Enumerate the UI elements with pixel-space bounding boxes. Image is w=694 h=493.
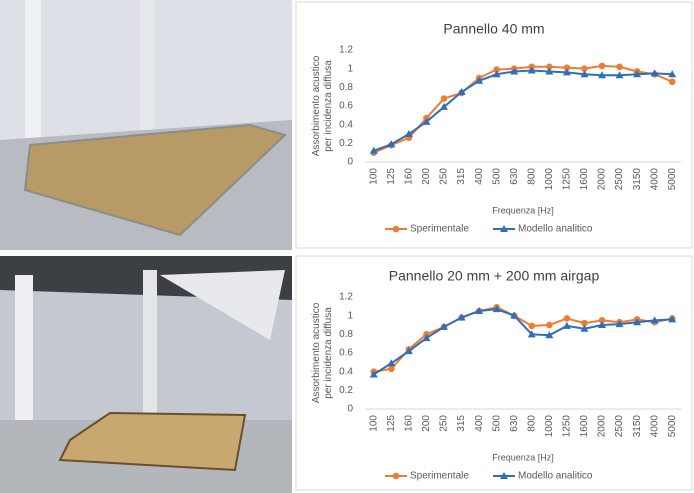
x-tick-label: 1250 <box>562 415 573 438</box>
x-tick-label: 100 <box>368 415 379 432</box>
x-tick-label: 400 <box>474 168 485 185</box>
y-tick-label: 0.4 <box>339 366 353 377</box>
y-tick-label: 0.6 <box>339 348 353 359</box>
y-tick-label: 1 <box>347 310 353 321</box>
x-tick-label: 250 <box>439 415 450 432</box>
x-tick-label: 500 <box>491 415 502 432</box>
y-tick-label: 0.4 <box>339 119 353 130</box>
y-tick-label: 0.2 <box>339 138 353 149</box>
x-tick-label: 2500 <box>614 168 625 191</box>
y-tick-label: 0.2 <box>339 385 353 396</box>
data-point <box>669 78 676 85</box>
x-tick-label: 630 <box>509 415 520 432</box>
x-tick-label: 1600 <box>579 415 590 438</box>
x-tick-label: 315 <box>456 415 467 432</box>
x-axis-label: Frequenza [Hz] <box>492 205 554 215</box>
y-axis-label: Assorbimento acusticoper incidenza diffu… <box>311 302 334 403</box>
x-tick-label: 3150 <box>632 168 643 191</box>
x-tick-label: 4000 <box>649 415 660 438</box>
photo-bottom <box>0 256 292 493</box>
y-tick-label: 1.2 <box>339 292 353 303</box>
x-tick-label: 4000 <box>649 168 660 191</box>
data-point <box>441 95 448 102</box>
figure: Pannello 40 mm Assorbimento acusticoper i… <box>0 0 694 493</box>
legend-marker <box>393 473 400 480</box>
y-tick-label: 1 <box>347 63 353 74</box>
y-tick-label: 1.2 <box>339 45 353 56</box>
x-tick-label: 800 <box>526 415 537 432</box>
x-tick-label: 630 <box>509 168 520 185</box>
x-tick-label: 800 <box>526 168 537 185</box>
x-tick-label: 100 <box>368 168 379 185</box>
x-tick-label: 160 <box>404 415 415 432</box>
x-tick-label: 160 <box>404 168 415 185</box>
x-tick-label: 5000 <box>667 415 678 438</box>
x-axis-label: Frequenza [Hz] <box>492 452 554 462</box>
x-tick-label: 5000 <box>667 168 678 191</box>
x-tick-label: 400 <box>474 415 485 432</box>
x-tick-label: 500 <box>491 168 502 185</box>
legend-label: Sperimentale <box>410 224 469 235</box>
x-tick-label: 1000 <box>544 168 555 191</box>
x-tick-label: 1600 <box>579 168 590 191</box>
chart-title: Pannello 20 mm + 200 mm airgap <box>389 268 600 284</box>
y-tick-label: 0.6 <box>339 101 353 112</box>
x-tick-label: 315 <box>456 168 467 185</box>
x-tick-label: 125 <box>386 415 397 432</box>
chart-title: Pannello 40 mm <box>443 21 544 37</box>
x-tick-label: 2000 <box>597 168 608 191</box>
x-tick-label: 250 <box>439 168 450 185</box>
y-tick-label: 0 <box>347 157 353 168</box>
data-point <box>388 366 395 373</box>
x-tick-label: 200 <box>421 415 432 432</box>
data-point <box>564 315 571 322</box>
y-tick-label: 0.8 <box>339 82 353 93</box>
data-point <box>528 323 535 330</box>
legend-marker <box>393 226 400 233</box>
x-tick-label: 1000 <box>544 415 555 438</box>
x-tick-label: 125 <box>386 168 397 185</box>
x-tick-label: 3150 <box>632 415 643 438</box>
y-tick-label: 0.8 <box>339 329 353 340</box>
data-point <box>546 322 553 329</box>
legend-label: Sperimentale <box>410 471 469 482</box>
y-tick-label: 0 <box>347 404 353 415</box>
y-axis-label: Assorbimento acusticoper incidenza diffu… <box>311 55 334 156</box>
x-tick-label: 2000 <box>597 415 608 438</box>
legend-label: Modello analitico <box>518 471 593 482</box>
x-tick-label: 200 <box>421 168 432 185</box>
photo-top <box>0 0 292 250</box>
x-tick-label: 1250 <box>562 168 573 191</box>
data-point <box>599 63 606 70</box>
legend-label: Modello analitico <box>518 224 593 235</box>
x-tick-label: 2500 <box>614 415 625 438</box>
data-point <box>616 64 623 71</box>
